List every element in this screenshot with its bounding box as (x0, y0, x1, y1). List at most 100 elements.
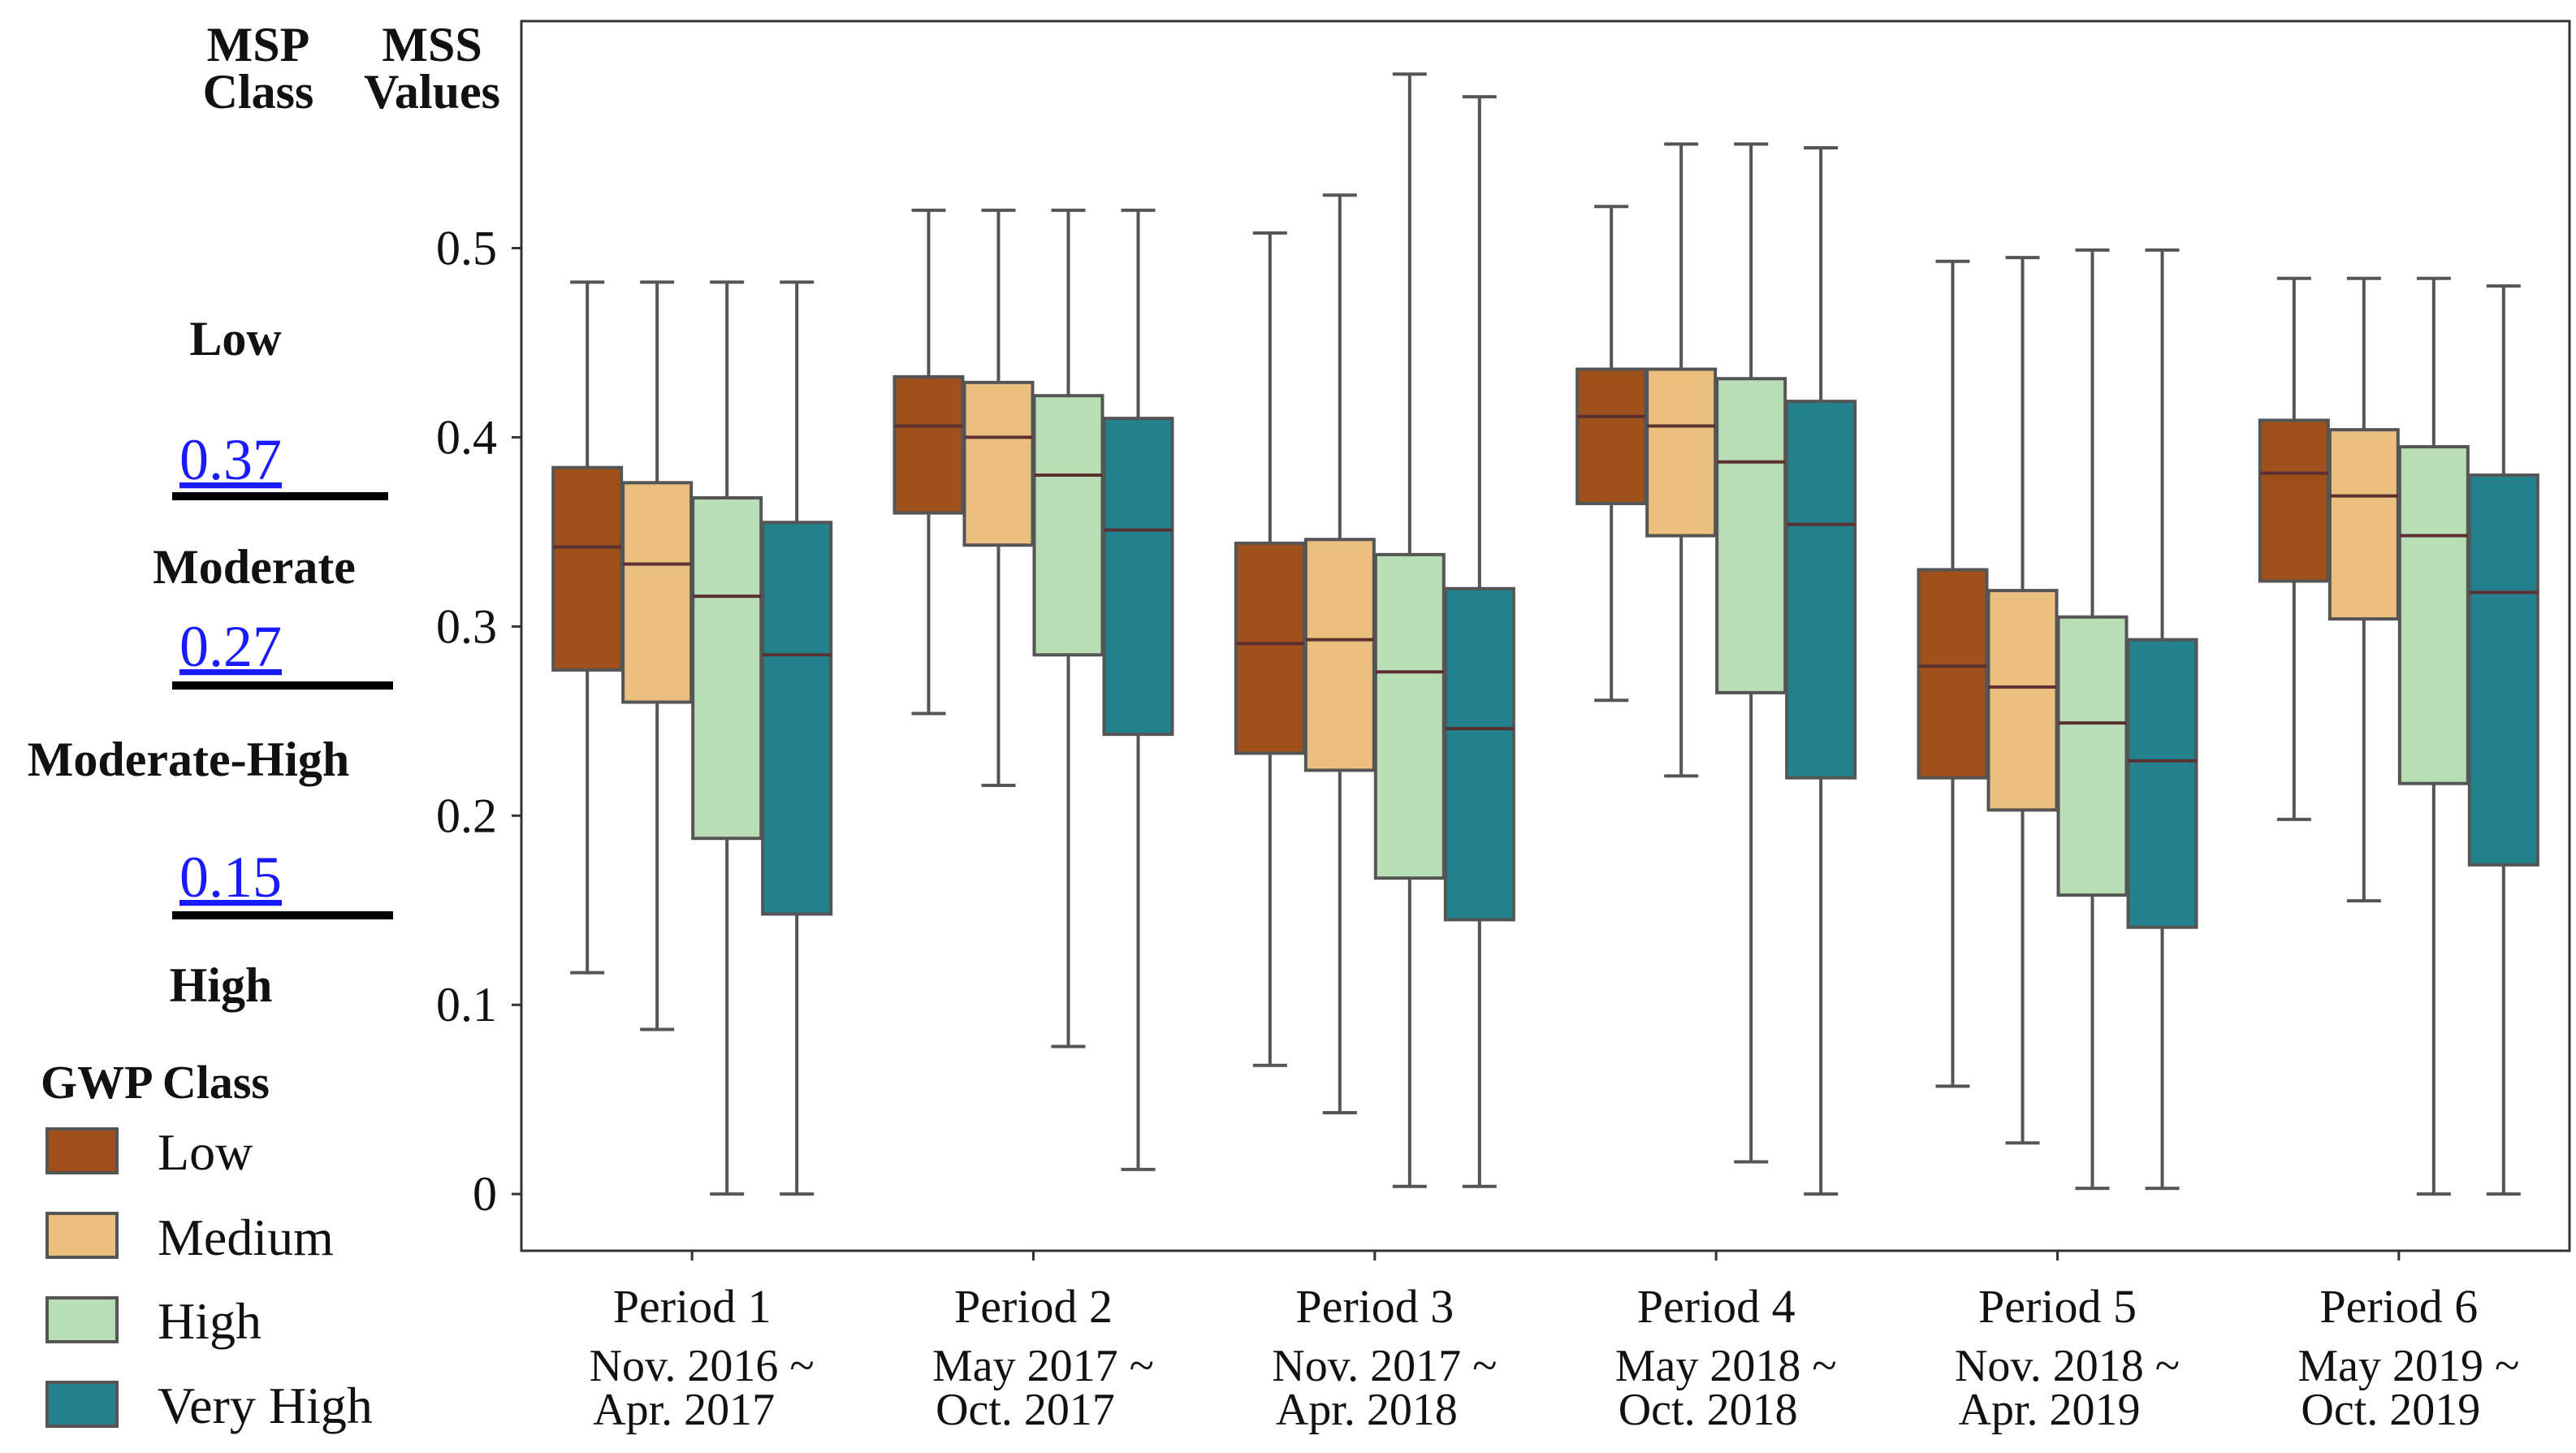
box-low (1234, 231, 1306, 1067)
iqr-box (1917, 568, 1989, 780)
period-date-start: May 2019 ~ (2297, 1341, 2519, 1391)
iqr-box (1986, 589, 2059, 812)
legend-swatch-low (45, 1127, 119, 1174)
box-low (1575, 205, 1648, 703)
period-group (551, 280, 833, 1196)
legend-item-low: Low (45, 1123, 253, 1181)
legend-swatch-very-high (45, 1381, 119, 1428)
threshold-0-27: 0.27 (179, 614, 282, 679)
iqr-box (1575, 367, 1648, 505)
period-date-end: Oct. 2017 (936, 1385, 1115, 1435)
period-date-end: Oct. 2019 (2301, 1385, 2480, 1435)
legend-swatch-medium (45, 1212, 119, 1259)
header-mss-line1: MSS (382, 18, 482, 71)
iqr-box (1645, 367, 1718, 538)
box-low (2258, 276, 2330, 821)
iqr-box (761, 521, 833, 916)
box-medium (962, 208, 1035, 788)
period-label: Period 2 (954, 1280, 1113, 1333)
legend-title: GWP Class (41, 1056, 270, 1109)
iqr-box (1785, 400, 1857, 780)
box-medium (1645, 142, 1718, 778)
header-mss-line2: Values (364, 65, 500, 119)
period-group (1917, 248, 2198, 1191)
msp-class-high: High (170, 958, 273, 1012)
period-date-end: Apr. 2018 (1276, 1385, 1458, 1435)
box-medium (1986, 256, 2059, 1145)
iqr-box (2258, 418, 2330, 583)
period-date-end: Apr. 2017 (593, 1385, 775, 1435)
iqr-box (691, 495, 763, 841)
box-very-high (1443, 95, 1515, 1188)
box-low (1917, 259, 1989, 1088)
msp-class-moderate: Moderate (153, 540, 356, 594)
legend-label-very-high: Very High (158, 1377, 373, 1434)
iqr-box (551, 465, 624, 672)
threshold-0-37: 0.37 (179, 427, 282, 492)
period-label: Period 4 (1637, 1280, 1796, 1333)
iqr-box (1303, 538, 1376, 772)
iqr-box (893, 374, 965, 515)
iqr-box (1234, 541, 1306, 755)
legend: GWP Class Low Medium High Very High (41, 1056, 373, 1434)
box-very-high (761, 280, 833, 1196)
iqr-box (1032, 394, 1104, 657)
legend-item-very-high: Very High (45, 1377, 373, 1434)
box-high (2056, 248, 2129, 1191)
iqr-box (2126, 638, 2198, 929)
period-label: Period 5 (1978, 1280, 2137, 1333)
iqr-box (621, 481, 694, 704)
y-tick-label: 0.3 (436, 599, 497, 653)
header-mss-values: MSS Values (364, 18, 500, 119)
period-group (1575, 142, 1857, 1196)
box-low (893, 208, 965, 716)
legend-item-high: High (45, 1292, 261, 1350)
period-label: Period 1 (613, 1280, 772, 1333)
legend-swatch-high (45, 1296, 119, 1343)
iqr-box (2056, 615, 2129, 897)
header-msp-line2: Class (203, 65, 314, 119)
iqr-box (2327, 428, 2400, 621)
y-tick-label: 0.1 (436, 978, 497, 1031)
box-very-high (1102, 208, 1174, 1171)
msp-class-low: Low (189, 312, 282, 365)
period-date-end: Oct. 2018 (1619, 1385, 1798, 1435)
legend-label-low: Low (158, 1123, 253, 1181)
box-medium (2327, 276, 2400, 903)
period-group (2258, 276, 2539, 1196)
box-very-high (2467, 284, 2539, 1196)
y-tick-label: 0.4 (436, 410, 497, 464)
box-very-high (2126, 248, 2198, 1191)
box-high (1715, 142, 1787, 1164)
y-axis: 0 0.1 0.2 0.3 0.4 0.5 (436, 222, 521, 1221)
period-label: Period 6 (2319, 1280, 2478, 1333)
box-low (551, 280, 624, 975)
legend-label-medium: Medium (158, 1209, 334, 1266)
y-tick-label: 0.5 (436, 222, 497, 275)
header-msp-line1: MSP (207, 18, 310, 71)
box-high (1032, 208, 1104, 1049)
msp-class-moderate-high: Moderate-High (28, 733, 350, 786)
legend-item-medium: Medium (45, 1209, 334, 1266)
x-axis: Period 1 Nov. 2016 ~Apr. 2017 Period 2 May … (590, 1251, 2519, 1435)
period-date-start: May 2017 ~ (932, 1341, 1154, 1391)
box-high (2397, 276, 2470, 1196)
period-date-start: May 2018 ~ (1615, 1341, 1837, 1391)
box-medium (621, 280, 694, 1031)
iqr-box (2467, 474, 2539, 867)
box-high (1373, 72, 1446, 1188)
period-group (893, 208, 1174, 1171)
iqr-box (1443, 586, 1515, 922)
msp-class-annotations: Low 0.37 Moderate 0.27 Moderate-High 0.1… (28, 312, 393, 1012)
iqr-box (2397, 445, 2470, 785)
plot-frame (520, 19, 2571, 1252)
period-label: Period 3 (1295, 1280, 1454, 1333)
plot-area (551, 72, 2539, 1196)
y-tick-label: 0.2 (436, 789, 497, 842)
threshold-0-15: 0.15 (179, 845, 282, 910)
legend-label-high: High (158, 1292, 261, 1350)
iqr-box (1373, 552, 1446, 880)
period-date-start: Nov. 2017 ~ (1272, 1341, 1497, 1391)
iqr-box (1715, 377, 1787, 694)
